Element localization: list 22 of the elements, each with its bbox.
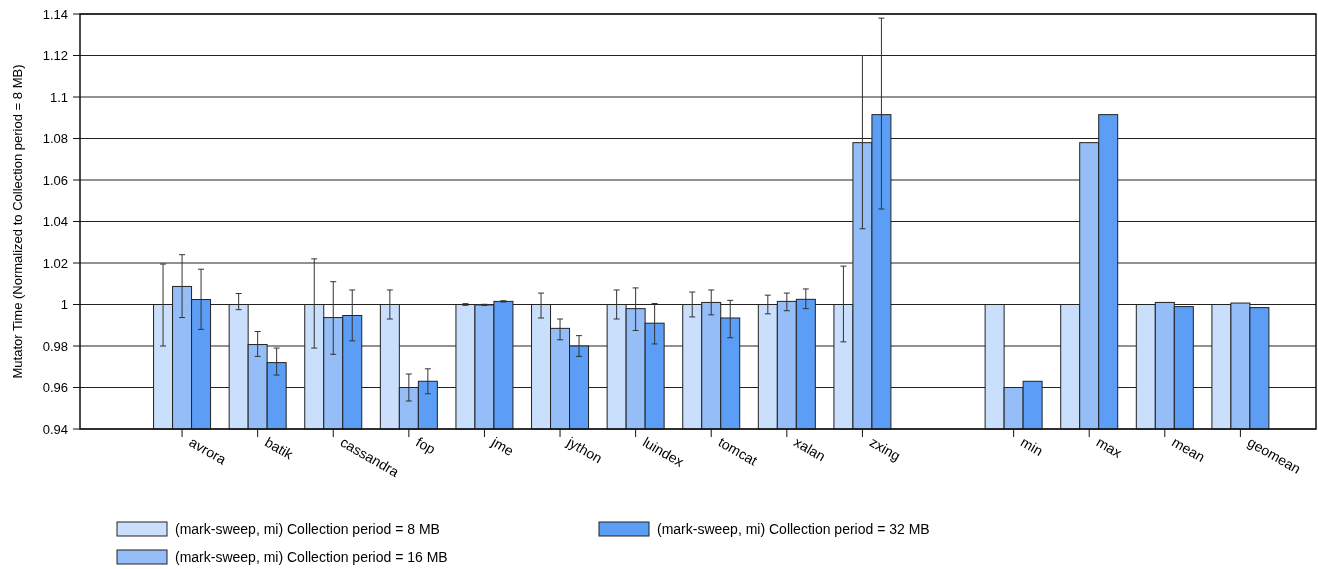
y-tick-label: 1.08 xyxy=(42,131,68,147)
x-tick-label: mean xyxy=(1169,433,1208,466)
y-tick-label: 1.14 xyxy=(42,6,68,22)
x-tick-label: xalan xyxy=(791,433,829,465)
y-tick-label: 1.1 xyxy=(49,89,68,105)
x-tick-label: max xyxy=(1093,433,1125,461)
x-tick-label: jme xyxy=(488,433,517,459)
legend-label: (mark-sweep, mi) Collection period = 16 MB xyxy=(175,548,448,565)
y-axis-title: Mutator Time (Normalized to Collection period = 8 MB) xyxy=(10,64,25,379)
x-tick-label: batik xyxy=(262,433,297,463)
legend-label: (mark-sweep, mi) Collection period = 32 MB xyxy=(657,520,930,537)
x-tick-label: min xyxy=(1018,433,1046,459)
y-tick-label: 1 xyxy=(60,297,68,313)
x-tick-label: fop xyxy=(413,433,439,458)
y-tick-label: 1.12 xyxy=(42,48,68,64)
y-tick-label: 1.06 xyxy=(42,172,68,188)
y-tick-label: 1.02 xyxy=(42,255,68,271)
y-tick-label: 0.96 xyxy=(42,380,68,396)
y-tick-label: 0.98 xyxy=(42,338,68,354)
y-tick-label: 0.94 xyxy=(42,421,68,437)
legend-label: (mark-sweep, mi) Collection period = 8 MB xyxy=(175,520,440,537)
y-tick-label: 1.04 xyxy=(42,214,68,230)
